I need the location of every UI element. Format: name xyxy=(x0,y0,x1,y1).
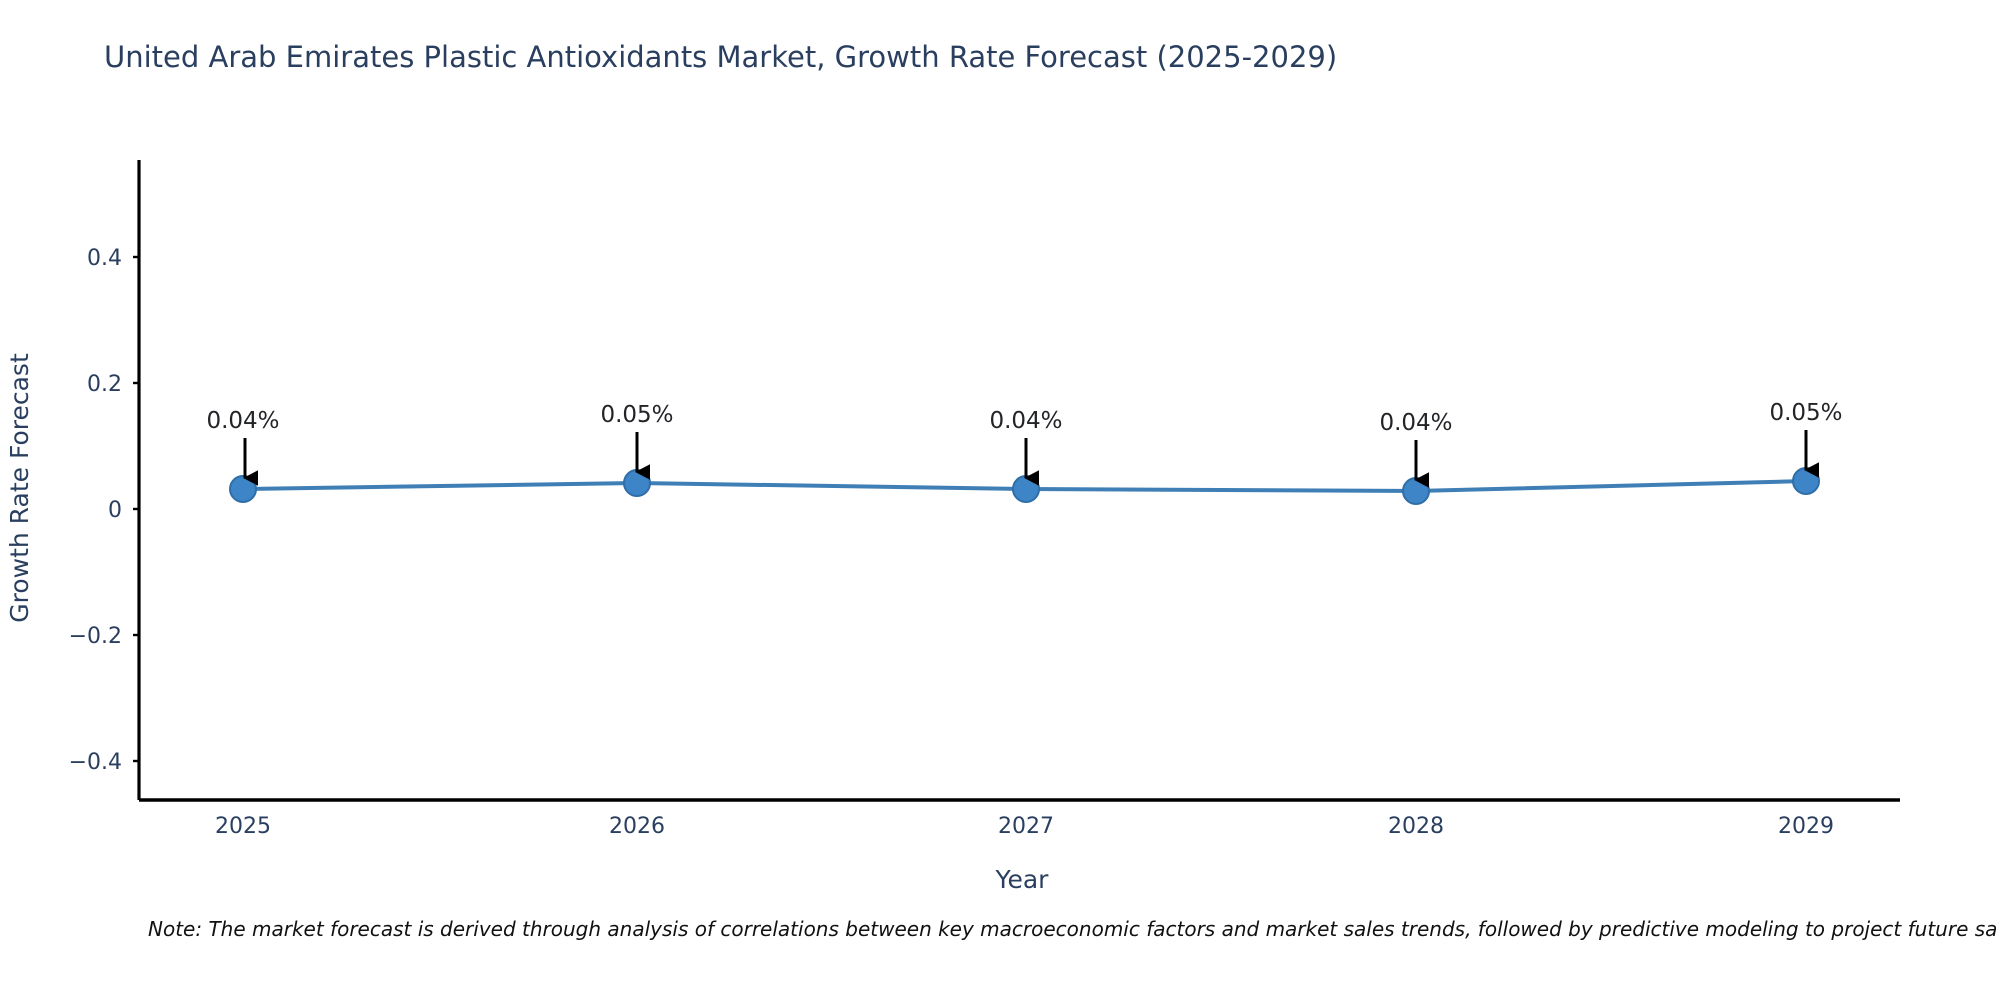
data-label-2025: 0.04% xyxy=(206,408,279,434)
x-tick-label-2025: 2025 xyxy=(215,814,271,839)
x-tick-label-2028: 2028 xyxy=(1388,814,1444,839)
y-tick-label-2: 0 xyxy=(108,498,122,523)
x-tick-label-2026: 2026 xyxy=(609,814,665,839)
data-label-2027: 0.04% xyxy=(989,408,1062,434)
x-tick-label-2029: 2029 xyxy=(1778,814,1834,839)
y-tick-label-1: 0.2 xyxy=(87,372,122,397)
y-tick-label-0: 0.4 xyxy=(87,246,122,271)
y-tick-label-3: −0.2 xyxy=(69,624,122,649)
y-tick-label-4: −0.4 xyxy=(69,750,122,775)
chart-footnote: Note: The market forecast is derived thr… xyxy=(148,917,1998,941)
y-tick-marks xyxy=(133,255,139,763)
y-axis-title: Growth Rate Forecast xyxy=(5,353,34,623)
data-point-2029[interactable] xyxy=(1792,467,1820,495)
data-point-2026[interactable] xyxy=(623,469,651,497)
annotation-arrows xyxy=(243,430,1820,488)
data-markers xyxy=(229,467,1820,505)
data-point-2025[interactable] xyxy=(229,475,257,503)
data-label-2029: 0.05% xyxy=(1769,400,1842,426)
data-point-2028[interactable] xyxy=(1402,477,1430,505)
page-title: United Arab Emirates Plastic Antioxidant… xyxy=(104,40,1338,74)
data-label-2026: 0.05% xyxy=(600,402,673,428)
data-label-2028: 0.04% xyxy=(1379,410,1452,436)
data-point-2027[interactable] xyxy=(1012,475,1040,503)
x-axis-title: Year xyxy=(995,865,1050,894)
x-tick-label-2027: 2027 xyxy=(998,814,1054,839)
